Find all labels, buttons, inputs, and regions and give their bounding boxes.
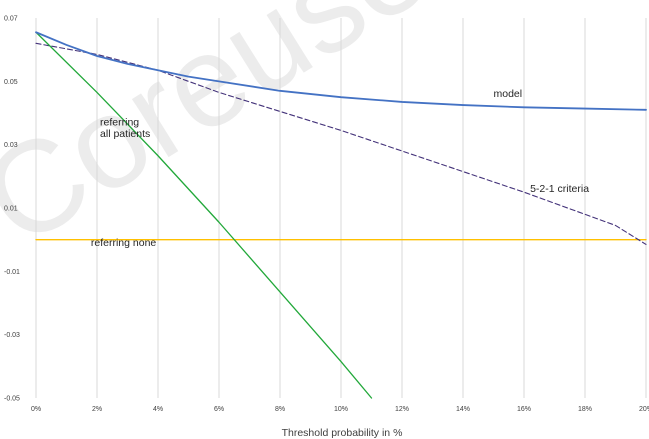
- x-tick-label: 2%: [92, 406, 102, 413]
- y-tick-label: -0.05: [4, 396, 20, 403]
- x-tick-label: 18%: [578, 406, 592, 413]
- x-tick-label: 0%: [31, 406, 41, 413]
- x-tick-label: 14%: [456, 406, 470, 413]
- annotation-label: model: [494, 88, 523, 100]
- grid: [35, 18, 647, 398]
- x-tick-label: 10%: [334, 406, 348, 413]
- series-lines: [35, 31, 647, 399]
- annotation-label: all patients: [100, 128, 150, 140]
- x-tick-label: 12%: [395, 406, 409, 413]
- y-tick-label: 0.03: [4, 142, 18, 149]
- y-tick-label: -0.01: [4, 269, 20, 276]
- series-line-referring-all-patients: [35, 31, 373, 399]
- annotation-label: referring: [100, 117, 139, 129]
- y-tick-label: 0.07: [4, 16, 18, 23]
- annotation-label: referring none: [91, 237, 157, 249]
- watermark: Coreuser: [0, 0, 488, 274]
- y-tick-label: -0.03: [4, 332, 20, 339]
- y-tick-label: 0.01: [4, 206, 18, 213]
- series-line-model: [35, 31, 647, 111]
- annotation-label: 5-2-1 criteria: [530, 183, 589, 195]
- x-axis-ticks: 0% 2% 4% 6% 8% 10% 12% 14% 16% 18% 20%: [31, 406, 649, 413]
- x-tick-label: 6%: [214, 406, 224, 413]
- x-tick-label: 4%: [153, 406, 163, 413]
- x-axis-label: Threshold probability in %: [282, 427, 403, 439]
- x-tick-label: 16%: [517, 406, 531, 413]
- y-tick-label: 0.05: [4, 79, 18, 86]
- y-axis-ticks: 0.07 0.05 0.03 0.01 -0.01 -0.03 -0.05: [4, 16, 20, 403]
- x-tick-label: 20%: [639, 406, 649, 413]
- x-tick-label: 8%: [275, 406, 285, 413]
